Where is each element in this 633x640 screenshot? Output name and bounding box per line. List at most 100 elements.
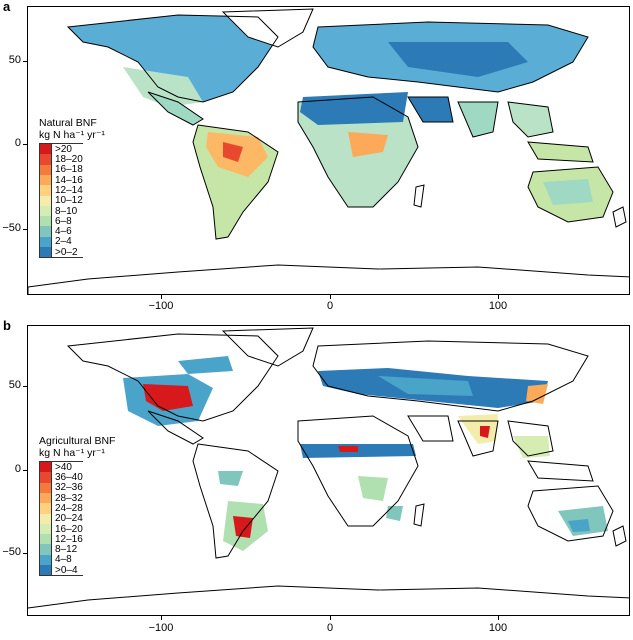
panel-b-xtick-0: 0	[326, 622, 334, 634]
legend-swatch	[39, 492, 52, 504]
panel-b-xtick-mark-neg100	[161, 616, 162, 620]
legend-label: 28–32	[55, 492, 83, 504]
panel-b-ytick-mark-50	[23, 386, 27, 387]
legend-swatch	[39, 216, 52, 227]
legend-swatch	[39, 226, 52, 237]
legend-label: 6–8	[55, 215, 72, 227]
legend-row: >0–4	[39, 564, 83, 576]
legend-label: 16–18	[55, 164, 83, 176]
legend-label: 4–8	[55, 554, 72, 566]
legend-row: 18–20	[39, 154, 83, 166]
legend-row: >20	[39, 144, 83, 155]
panel-a-ytick-mark-0	[23, 144, 27, 145]
legend-swatch	[39, 554, 52, 566]
coastlines	[28, 327, 629, 609]
panel-b-xtick-mark-100	[498, 616, 499, 620]
legend-swatch	[39, 164, 52, 175]
panel-a-letter: a	[3, 0, 11, 14]
legend-label: 10–12	[55, 195, 83, 207]
legend-swatch	[39, 534, 52, 545]
panel-a-ytick-mark-neg50	[23, 229, 27, 230]
legend-label: 16–20	[55, 523, 83, 535]
natural-bnf-legend: Natural BNF kg N ha⁻¹ yr⁻¹ >20 18–20 16–18…	[39, 117, 105, 260]
panel-a-ytick-50: 50	[8, 54, 21, 66]
panel-b-ytick-neg50: −50	[2, 546, 21, 558]
legend-row: 12–14	[39, 184, 83, 196]
natural-bnf-map-canvas	[28, 8, 629, 294]
legend-items: >40 36–40 32–36 28–32 24–28 20–24 16–20 12–16 8–…	[39, 461, 83, 577]
legend-label: 20–24	[55, 513, 83, 525]
agricultural-bnf-legend: Agricultural BNF kg N ha⁻¹ yr⁻¹ >40 36–40…	[39, 435, 116, 578]
legend-title: Agricultural BNF	[39, 435, 116, 447]
panel-a-xtick-0: 0	[326, 300, 334, 312]
legend-swatch	[39, 482, 52, 493]
legend-swatch	[39, 205, 52, 217]
legend-swatch	[39, 565, 52, 576]
panel-b-letter: b	[3, 318, 11, 333]
panel-a-xtick-100: 100	[488, 300, 508, 312]
legend-label: >0–4	[55, 564, 78, 576]
legend-label: 8–12	[55, 544, 78, 556]
legend-swatch	[39, 195, 52, 206]
natural-bnf-map	[27, 6, 630, 295]
legend-swatch	[39, 513, 52, 524]
legend-units: kg N ha⁻¹ yr⁻¹	[39, 128, 105, 141]
legend-swatch	[39, 247, 52, 258]
legend-row: 6–8	[39, 215, 83, 227]
agricultural-bnf-map-canvas	[28, 327, 629, 609]
legend-row: 16–20	[39, 523, 83, 535]
panel-b-xtick-100: 100	[488, 622, 508, 634]
legend-items: >20 18–20 16–18 14–16 12–14 10–12 8–10 6–8 4–6 2–…	[39, 143, 83, 259]
panel-a-xtick-neg100: −100	[148, 300, 174, 312]
legend-row: 12–16	[39, 533, 83, 545]
land-fill	[28, 8, 629, 294]
legend-row: 36–40	[39, 472, 83, 484]
legend-swatch	[39, 472, 52, 483]
panel-b-xtick-neg100: −100	[148, 622, 174, 634]
legend-label: 24–28	[55, 502, 83, 514]
legend-row: 8–12	[39, 544, 83, 556]
legend-swatch	[39, 185, 52, 196]
legend-row: 16–18	[39, 164, 83, 176]
legend-label: 2–4	[55, 236, 72, 248]
legend-label: >40	[55, 461, 72, 473]
panel-a-ytick-neg50: −50	[2, 222, 21, 234]
legend-row: 2–4	[39, 236, 83, 248]
legend-label: 32–36	[55, 482, 83, 494]
panel-b-ytick-50: 50	[8, 379, 21, 391]
legend-swatch	[39, 523, 52, 535]
legend-row: 4–6	[39, 226, 83, 238]
legend-units: kg N ha⁻¹ yr⁻¹	[39, 446, 105, 459]
legend-row: >0–2	[39, 246, 83, 258]
legend-swatch	[39, 544, 52, 555]
legend-title: Natural BNF	[39, 117, 97, 129]
legend-label: 12–16	[55, 533, 83, 545]
panel-b-ytick-0: 0	[14, 463, 21, 475]
legend-row: 20–24	[39, 513, 83, 525]
legend-label: 12–14	[55, 184, 83, 196]
legend-swatch	[39, 462, 52, 473]
legend-label: 36–40	[55, 472, 83, 484]
legend-label: 8–10	[55, 205, 78, 217]
panel-b-xtick-mark-0	[330, 616, 331, 620]
legend-swatch	[39, 144, 52, 155]
legend-row: 8–10	[39, 205, 83, 217]
panel-b-ytick-mark-0	[23, 470, 27, 471]
legend-row: 14–16	[39, 175, 83, 186]
legend-label: 4–6	[55, 226, 72, 238]
legend-label: >0–2	[55, 246, 78, 258]
legend-label: 18–20	[55, 154, 83, 166]
legend-swatch	[39, 503, 52, 514]
legend-row: >40	[39, 461, 83, 473]
panel-a-xtick-mark-0	[330, 295, 331, 299]
legend-row: 24–28	[39, 502, 83, 514]
agricultural-bnf-map	[27, 325, 630, 616]
legend-swatch	[39, 236, 52, 248]
agricultural-patches	[123, 356, 608, 551]
panel-a-ytick-0: 0	[14, 137, 21, 149]
legend-row: 28–32	[39, 492, 83, 504]
panel-a-xtick-mark-neg100	[161, 295, 162, 299]
legend-row: 4–8	[39, 554, 83, 566]
coastlines	[66, 14, 627, 240]
panel-a-ytick-mark-50	[23, 61, 27, 62]
